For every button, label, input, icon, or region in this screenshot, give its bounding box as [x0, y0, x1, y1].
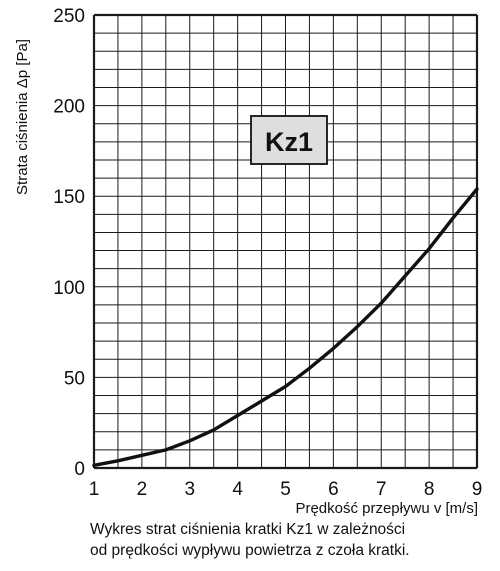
x-tick-label-2: 2	[137, 479, 148, 500]
chart-caption: Wykres strat ciśnienia kratki Kz1 w zale…	[90, 519, 490, 561]
y-tick-label-150: 150	[53, 187, 85, 208]
x-tick-label-5: 5	[280, 479, 291, 500]
y-tick-label-250: 250	[53, 6, 85, 27]
badge-box	[250, 115, 328, 165]
x-axis-label: Prędkość przepływu v [m/s]	[295, 500, 478, 517]
caption-line-2: od prędkości wypływu powietrza z czoła k…	[90, 542, 410, 559]
x-tick-label-3: 3	[184, 479, 195, 500]
chart-grid	[92, 13, 479, 470]
chart-annotation-badge: Kz1	[250, 115, 328, 165]
badge-label: Kz1	[265, 127, 313, 157]
y-tick-label-100: 100	[53, 278, 85, 299]
y-tick-label-0: 0	[74, 459, 85, 480]
caption-line-1: Wykres strat ciśnienia kratki Kz1 w zale…	[90, 521, 406, 538]
chart-series	[92, 187, 479, 467]
y-tick-label-200: 200	[53, 97, 85, 118]
x-tick-label-9: 9	[472, 479, 483, 500]
y-tick-label-50: 50	[64, 368, 85, 389]
x-tick-label-1: 1	[89, 479, 100, 500]
y-axis-ticks: 0 50 100 150 200 250	[53, 6, 85, 480]
x-tick-label-4: 4	[232, 479, 243, 500]
y-axis-label: Strata ciśnienia Δp [Pa]	[14, 39, 31, 195]
x-tick-label-8: 8	[424, 479, 435, 500]
x-tick-label-7: 7	[376, 479, 387, 500]
series-line-0	[92, 187, 479, 467]
x-tick-label-6: 6	[328, 479, 339, 500]
x-axis-ticks: 1 2 3 4 5 6 7 8 9	[89, 479, 483, 500]
